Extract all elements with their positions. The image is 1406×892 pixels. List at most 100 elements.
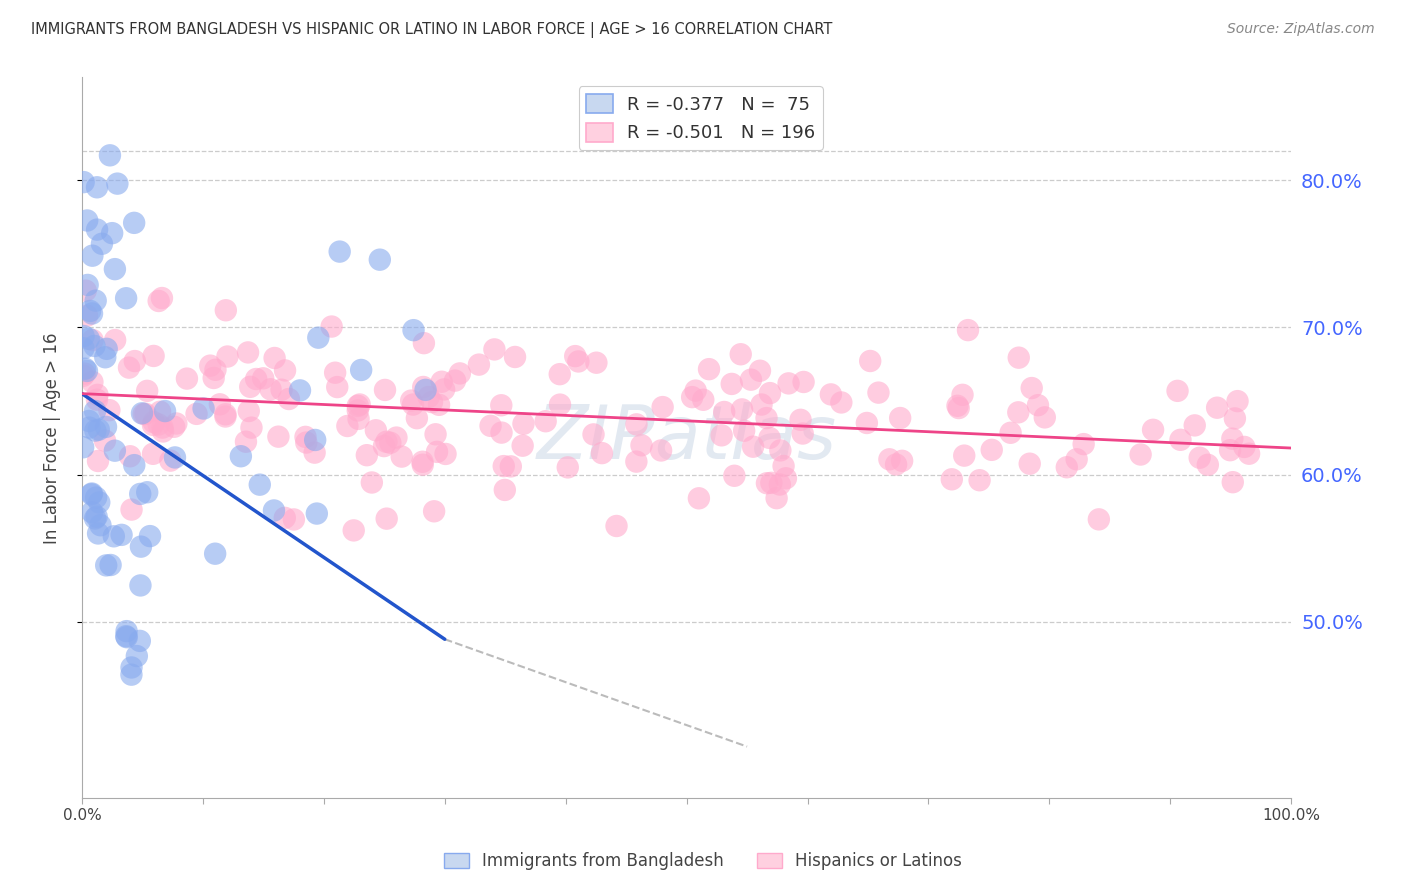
Point [118,450,141,464]
Point [94,420,117,434]
Point [129,578,152,592]
Point [79,420,101,434]
Point [1008,351,1031,365]
Point [346,403,368,417]
Point [82,333,104,347]
Point [115,291,138,305]
Point [347,412,370,426]
Point [103,529,125,543]
Point [548,398,571,412]
Point [891,454,914,468]
Point [249,477,271,491]
Point [87,423,110,437]
Point [778,376,800,391]
Point [270,383,292,397]
Point [1222,475,1244,490]
Point [1167,384,1189,398]
Point [274,363,297,377]
Point [751,398,773,412]
Point [479,418,502,433]
Point [118,360,141,375]
Point [321,319,343,334]
Point [356,448,378,462]
Point [148,417,170,432]
Point [87,454,110,468]
Point [1129,448,1152,462]
Point [749,364,772,378]
Point [948,401,970,415]
Point [742,440,765,454]
Point [731,402,754,417]
Point [434,447,457,461]
Point [1021,381,1043,395]
Point [758,431,780,445]
Point [82,249,104,263]
Point [76,213,98,227]
Point [90,236,112,251]
Point [186,407,208,421]
Point [681,390,703,404]
Point [391,450,413,464]
Point [1026,398,1049,412]
Point [856,416,879,430]
Point [245,372,267,386]
Point [163,450,186,465]
Point [202,371,225,385]
Point [208,397,231,411]
Point [1073,437,1095,451]
Point [122,216,145,230]
Point [1018,457,1040,471]
Point [740,373,762,387]
Point [484,343,506,357]
Point [761,475,783,490]
Point [77,414,100,428]
Point [252,371,274,385]
Point [769,477,792,491]
Point [277,392,299,406]
Point [128,633,150,648]
Point [283,512,305,526]
Point [879,452,901,467]
Point [101,226,124,240]
Point [125,648,148,663]
Point [129,540,152,554]
Point [1066,452,1088,467]
Point [343,524,366,538]
Point [295,435,318,450]
Point [868,385,890,400]
Point [1226,394,1249,409]
Point [263,351,285,365]
Point [204,363,226,377]
Point [1237,447,1260,461]
Point [135,407,157,421]
Point [89,518,111,533]
Point [415,383,437,397]
Point [80,487,103,501]
Point [304,445,326,459]
Point [121,502,143,516]
Point [433,383,456,397]
Point [75,361,97,376]
Point [567,354,589,368]
Point [86,222,108,236]
Point [859,354,882,368]
Point [86,392,108,407]
Point [77,332,100,346]
Point [426,445,449,459]
Point [288,384,311,398]
Point [503,350,526,364]
Point [512,417,534,431]
Point [385,431,408,445]
Point [548,367,571,381]
Point [1184,418,1206,433]
Point [152,420,174,434]
Point [122,458,145,472]
Point [491,425,513,440]
Point [150,291,173,305]
Point [375,434,398,449]
Text: ZIPatlas: ZIPatlas [537,401,837,474]
Point [769,443,792,458]
Point [1033,410,1056,425]
Point [420,395,443,409]
Point [512,439,534,453]
